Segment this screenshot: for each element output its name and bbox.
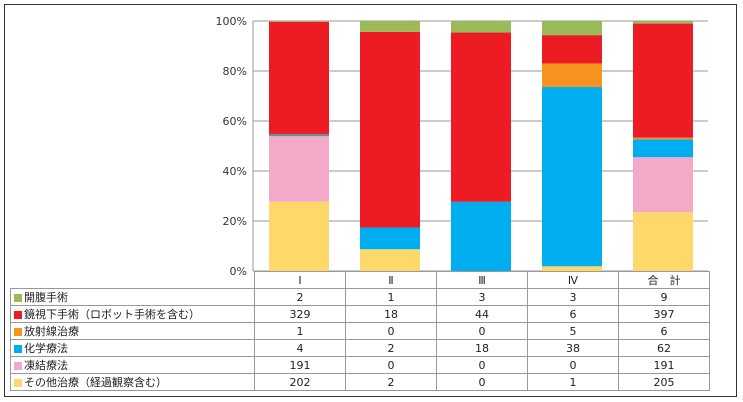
category-label: Ⅲ xyxy=(436,271,528,289)
table-cell: 0 xyxy=(345,322,437,340)
table-cell: 191 xyxy=(254,356,346,374)
bar-segment xyxy=(360,21,420,32)
table-cell: 5 xyxy=(527,322,619,340)
table-cell: 205 xyxy=(618,373,710,391)
category-label: Ⅳ xyxy=(527,271,619,289)
series-name: 化学療法 xyxy=(24,342,68,355)
bar-segment xyxy=(360,227,420,250)
table-cell: 1 xyxy=(527,373,619,391)
y-tick-label: 40% xyxy=(223,165,247,178)
legend-swatch xyxy=(14,379,22,387)
bar-segment xyxy=(451,32,511,202)
table-cell: 191 xyxy=(618,356,710,374)
table-row: 鏡視下手術（ロボット手術を含む） 329 18 44 6 397 xyxy=(10,305,710,323)
table-cell: 9 xyxy=(618,288,710,306)
table-cell: 2 xyxy=(254,288,346,306)
y-tick-label: 80% xyxy=(223,65,247,78)
table-cell: 18 xyxy=(436,339,528,357)
table-row: 開腹手術 2 1 3 3 9 xyxy=(10,288,710,306)
y-tick-label: 60% xyxy=(223,115,247,128)
bar-segment xyxy=(542,87,602,267)
bar-segment xyxy=(633,139,693,158)
table-cell: 0 xyxy=(436,356,528,374)
table-cell: 2 xyxy=(345,339,437,357)
bar-segment xyxy=(360,249,420,271)
table-cell: 3 xyxy=(527,288,619,306)
series-name: その他治療（経過観察含む） xyxy=(24,376,167,389)
category-label: 合 計 xyxy=(618,271,710,289)
category-label: Ⅱ xyxy=(345,271,437,289)
y-tick-label: 20% xyxy=(223,215,247,228)
chart-frame xyxy=(4,4,737,397)
bar-segment xyxy=(633,21,693,24)
table-cell: 62 xyxy=(618,339,710,357)
table-cell: 2 xyxy=(345,373,437,391)
bar-segment xyxy=(269,21,329,135)
table-cell: 397 xyxy=(618,305,710,323)
legend-swatch xyxy=(14,345,22,353)
table-cell: 329 xyxy=(254,305,346,323)
table-cell: 0 xyxy=(345,356,437,374)
bar-segment xyxy=(360,31,420,228)
bar-segment xyxy=(269,201,329,271)
legend-swatch xyxy=(14,362,22,370)
table-cell: 1 xyxy=(254,322,346,340)
table-cell: 6 xyxy=(527,305,619,323)
legend-swatch xyxy=(14,328,22,336)
table-cell: 3 xyxy=(436,288,528,306)
table-cell: 44 xyxy=(436,305,528,323)
bar-segment xyxy=(633,23,693,138)
series-name: 開腹手術 xyxy=(24,291,68,304)
bar-segment xyxy=(451,21,511,33)
bar-segment xyxy=(542,63,602,88)
table-row: 化学療法 4 2 18 38 62 xyxy=(10,339,710,357)
bar-segment xyxy=(269,21,329,22)
table-cell: 18 xyxy=(345,305,437,323)
table-cell: 202 xyxy=(254,373,346,391)
bar-segment xyxy=(633,157,693,213)
table-row: 放射線治療 1 0 0 5 6 xyxy=(10,322,710,340)
bar-segment xyxy=(269,136,329,202)
table-cell: 0 xyxy=(436,373,528,391)
bar-segment xyxy=(633,212,693,271)
category-label: Ⅰ xyxy=(254,271,346,289)
table-cell: 1 xyxy=(345,288,437,306)
bar-segment xyxy=(633,137,693,140)
bar-segment xyxy=(451,201,511,271)
bar-segment xyxy=(542,266,602,271)
series-name: 鏡視下手術（ロボット手術を含む） xyxy=(24,308,200,321)
series-name: 凍結療法 xyxy=(24,359,68,372)
legend-swatch xyxy=(14,311,22,319)
bar-segment xyxy=(542,35,602,64)
table-cell: 4 xyxy=(254,339,346,357)
table-cell: 6 xyxy=(618,322,710,340)
table-cell: 0 xyxy=(436,322,528,340)
bar-segment xyxy=(269,134,329,137)
table-row: その他治療（経過観察含む） 202 2 0 1 205 xyxy=(10,373,710,391)
series-name: 放射線治療 xyxy=(24,325,79,338)
bar-segment xyxy=(542,21,602,36)
table-cell: 38 xyxy=(527,339,619,357)
table-row: 凍結療法 191 0 0 0 191 xyxy=(10,356,710,374)
legend-swatch xyxy=(14,294,22,302)
y-tick-label: 100% xyxy=(216,15,247,28)
table-cell: 0 xyxy=(527,356,619,374)
